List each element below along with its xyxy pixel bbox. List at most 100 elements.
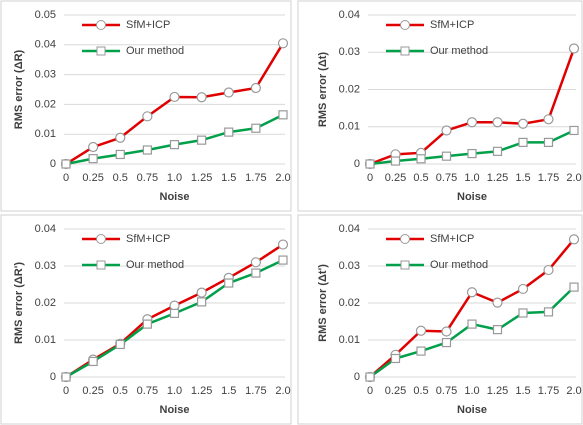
marker: [415, 325, 427, 336]
marker: [467, 148, 477, 159]
y-tick-label: 0.05: [35, 9, 56, 21]
x-tick-label: 1.0: [464, 385, 479, 397]
y-axis-label: RMS error (Δt): [317, 52, 329, 127]
legend-label: SfM+ICP: [430, 233, 474, 245]
panel-frame: [0, 0, 292, 212]
marker: [115, 339, 125, 350]
legend-marker: [96, 260, 106, 270]
x-tick-label: 0: [63, 385, 69, 397]
x-tick-label: 1.25: [487, 172, 508, 184]
marker: [518, 137, 528, 147]
y-tick-label: 0.01: [35, 334, 56, 346]
marker: [88, 154, 98, 164]
y-tick-label: 0.02: [35, 297, 56, 309]
y-tick-label: 0.01: [35, 128, 56, 140]
y-tick-label: 0.03: [339, 260, 360, 272]
y-tick-label: 0.02: [339, 297, 360, 309]
legend-label: SfM+ICP: [126, 19, 170, 31]
y-axis-label: RMS error (ΔR): [13, 49, 25, 129]
marker: [466, 287, 478, 298]
marker: [365, 372, 375, 382]
marker: [169, 300, 180, 311]
y-tick-label: 0.01: [339, 334, 360, 346]
x-tick-label: 0.25: [82, 385, 103, 397]
chart-panel: 0 0.01 0.02 0.03 0.04 0 0.25 0.5 0.75 1.0 1.25 1.5 1…: [297, 214, 583, 425]
marker: [390, 156, 401, 166]
marker: [169, 308, 180, 318]
marker: [569, 282, 579, 292]
marker: [277, 239, 289, 250]
chart-panel: 0 0.01 0.02 0.03 0.04 0 0.25 0.5 0.75 1.0 1.25 1.5 1…: [297, 0, 583, 212]
chart-panel: 0 0.01 0.02 0.03 0.04 0 0.25 0.5 0.75 1.0 1.25 1.5 1…: [0, 214, 292, 425]
x-tick-label: 0.25: [385, 385, 406, 397]
marker: [568, 43, 580, 54]
marker: [61, 372, 71, 382]
legend-label: Our method: [430, 259, 488, 271]
y-axis-label: RMS error (Δt'): [317, 264, 329, 342]
x-tick-label: 1.5: [515, 172, 530, 184]
marker: [278, 255, 288, 265]
legend-marker: [400, 46, 410, 56]
marker: [467, 319, 477, 329]
y-tick-label: 0: [354, 158, 360, 170]
marker: [197, 297, 207, 307]
marker: [61, 159, 71, 169]
x-tick-label: 1.75: [538, 385, 559, 397]
x-axis-label: Noise: [457, 404, 487, 416]
x-tick-label: 1.25: [191, 172, 212, 184]
marker: [568, 234, 580, 245]
x-tick-label: 2.0: [566, 385, 581, 397]
marker: [251, 123, 261, 133]
x-tick-label: 0.25: [385, 172, 406, 184]
marker: [518, 308, 528, 318]
legend-label: Our method: [126, 45, 184, 57]
x-tick-label: 0.25: [82, 172, 103, 184]
legend-label: SfM+ICP: [126, 233, 170, 245]
y-tick-label: 0.04: [35, 223, 56, 235]
x-tick-label: 1.0: [167, 172, 182, 184]
panel-frame: [297, 0, 583, 212]
marker: [390, 353, 401, 364]
x-tick-label: 1.0: [167, 385, 182, 397]
marker: [569, 125, 579, 136]
legend-marker: [400, 234, 410, 244]
marker: [492, 297, 503, 308]
x-tick-label: 1.5: [221, 172, 236, 184]
x-tick-label: 1.75: [538, 172, 559, 184]
x-tick-label: 1.25: [191, 385, 212, 397]
marker: [277, 38, 289, 49]
marker: [416, 154, 426, 164]
legend-marker: [400, 260, 410, 270]
x-tick-label: 1.0: [464, 172, 479, 184]
x-tick-label: 2.0: [566, 172, 581, 184]
y-tick-label: 0: [354, 371, 360, 383]
marker: [441, 337, 452, 348]
marker: [543, 264, 554, 276]
marker: [88, 356, 98, 367]
marker: [223, 87, 234, 98]
x-tick-label: 1.75: [245, 385, 266, 397]
panel-frame: [297, 214, 583, 425]
marker: [169, 140, 180, 150]
marker: [196, 287, 207, 298]
legend-marker: [96, 20, 106, 30]
legend-marker: [96, 46, 106, 56]
marker: [517, 283, 529, 295]
marker: [196, 92, 207, 103]
legend-marker: [400, 20, 410, 30]
x-tick-label: 1.5: [221, 385, 236, 397]
marker: [492, 117, 503, 128]
marker: [517, 118, 529, 129]
x-tick-label: 0.5: [113, 385, 128, 397]
x-tick-label: 0: [63, 172, 69, 184]
marker: [543, 114, 554, 125]
marker: [441, 151, 452, 161]
marker: [142, 111, 153, 122]
x-axis-label: Noise: [457, 191, 487, 203]
legend-label: Our method: [430, 45, 488, 57]
x-tick-label: 0: [367, 385, 373, 397]
x-tick-label: 0.75: [436, 385, 457, 397]
x-tick-label: 0.5: [413, 172, 428, 184]
marker: [88, 141, 99, 153]
